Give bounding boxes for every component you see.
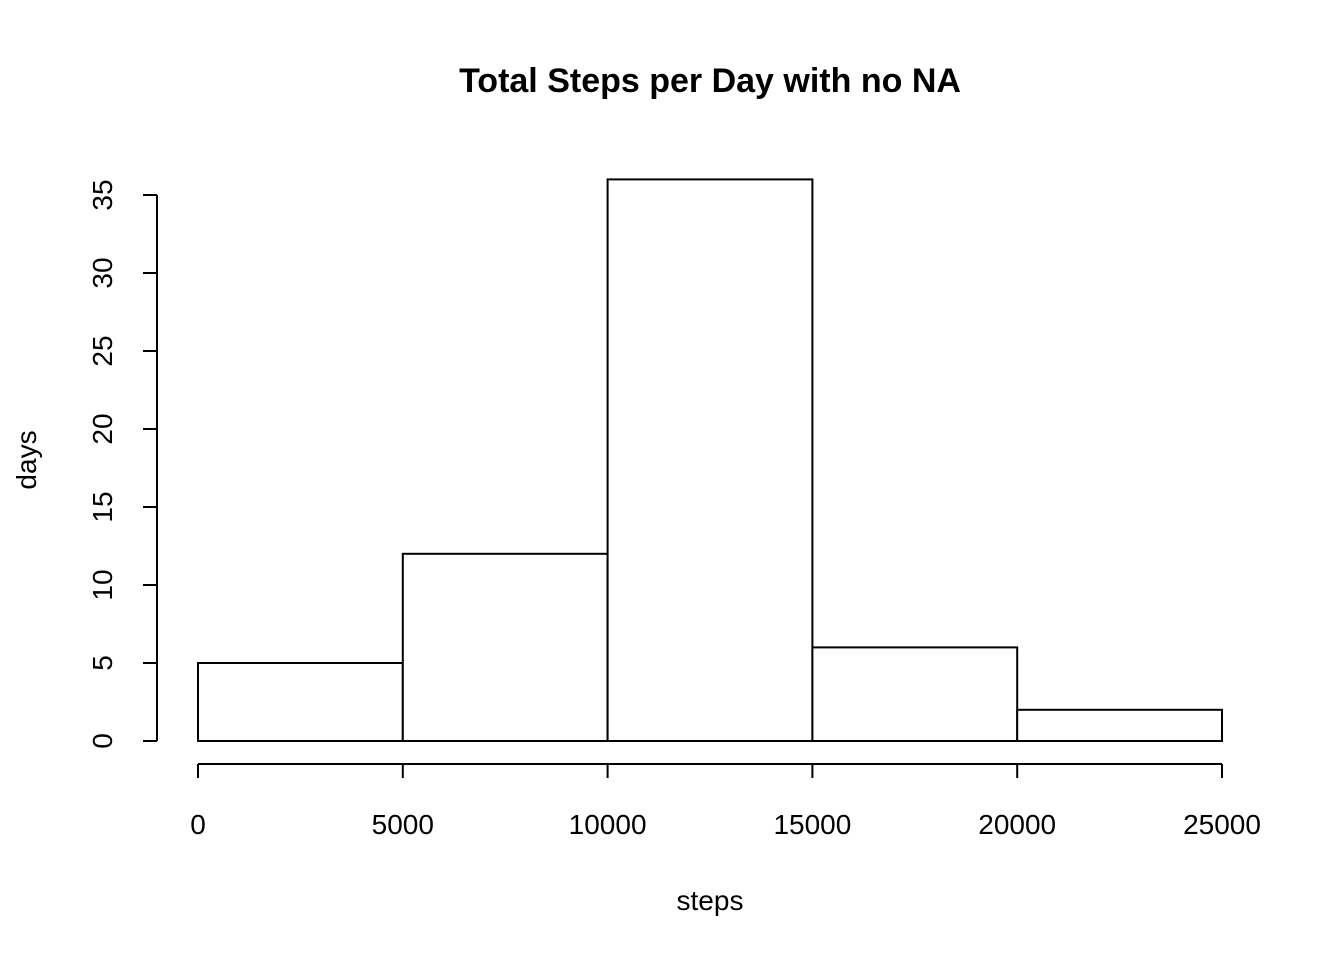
histogram-bar-3	[606, 178, 814, 742]
chart-title: Total Steps per Day with no NA	[459, 62, 961, 100]
x-axis-label: steps	[677, 885, 744, 916]
x-tick-label: 20000	[978, 809, 1056, 840]
y-axis: 0 5 10 15 20 25 30 35	[87, 179, 158, 749]
x-tick-label: 0	[190, 809, 206, 840]
y-axis-label: days	[11, 430, 42, 489]
histogram-bar-5	[1016, 708, 1224, 742]
y-tick-label: 0	[87, 733, 118, 749]
histogram-bars	[197, 178, 1224, 743]
y-tick-label: 15	[87, 491, 118, 522]
y-tick-label: 5	[87, 655, 118, 671]
y-tick-label: 10	[87, 569, 118, 600]
y-tick-label: 20	[87, 413, 118, 444]
x-tick-label: 10000	[569, 809, 647, 840]
x-tick-label: 5000	[372, 809, 434, 840]
histogram-bar-4	[811, 646, 1019, 743]
x-tick-label: 15000	[773, 809, 851, 840]
y-tick-label: 25	[87, 335, 118, 366]
histogram-bar-2	[401, 552, 609, 742]
y-tick-label: 35	[87, 179, 118, 210]
x-axis: 0 5000 10000 15000 20000 25000	[190, 763, 1261, 840]
x-tick-label: 25000	[1183, 809, 1261, 840]
histogram-bar-1	[197, 662, 404, 742]
y-tick-label: 30	[87, 257, 118, 288]
